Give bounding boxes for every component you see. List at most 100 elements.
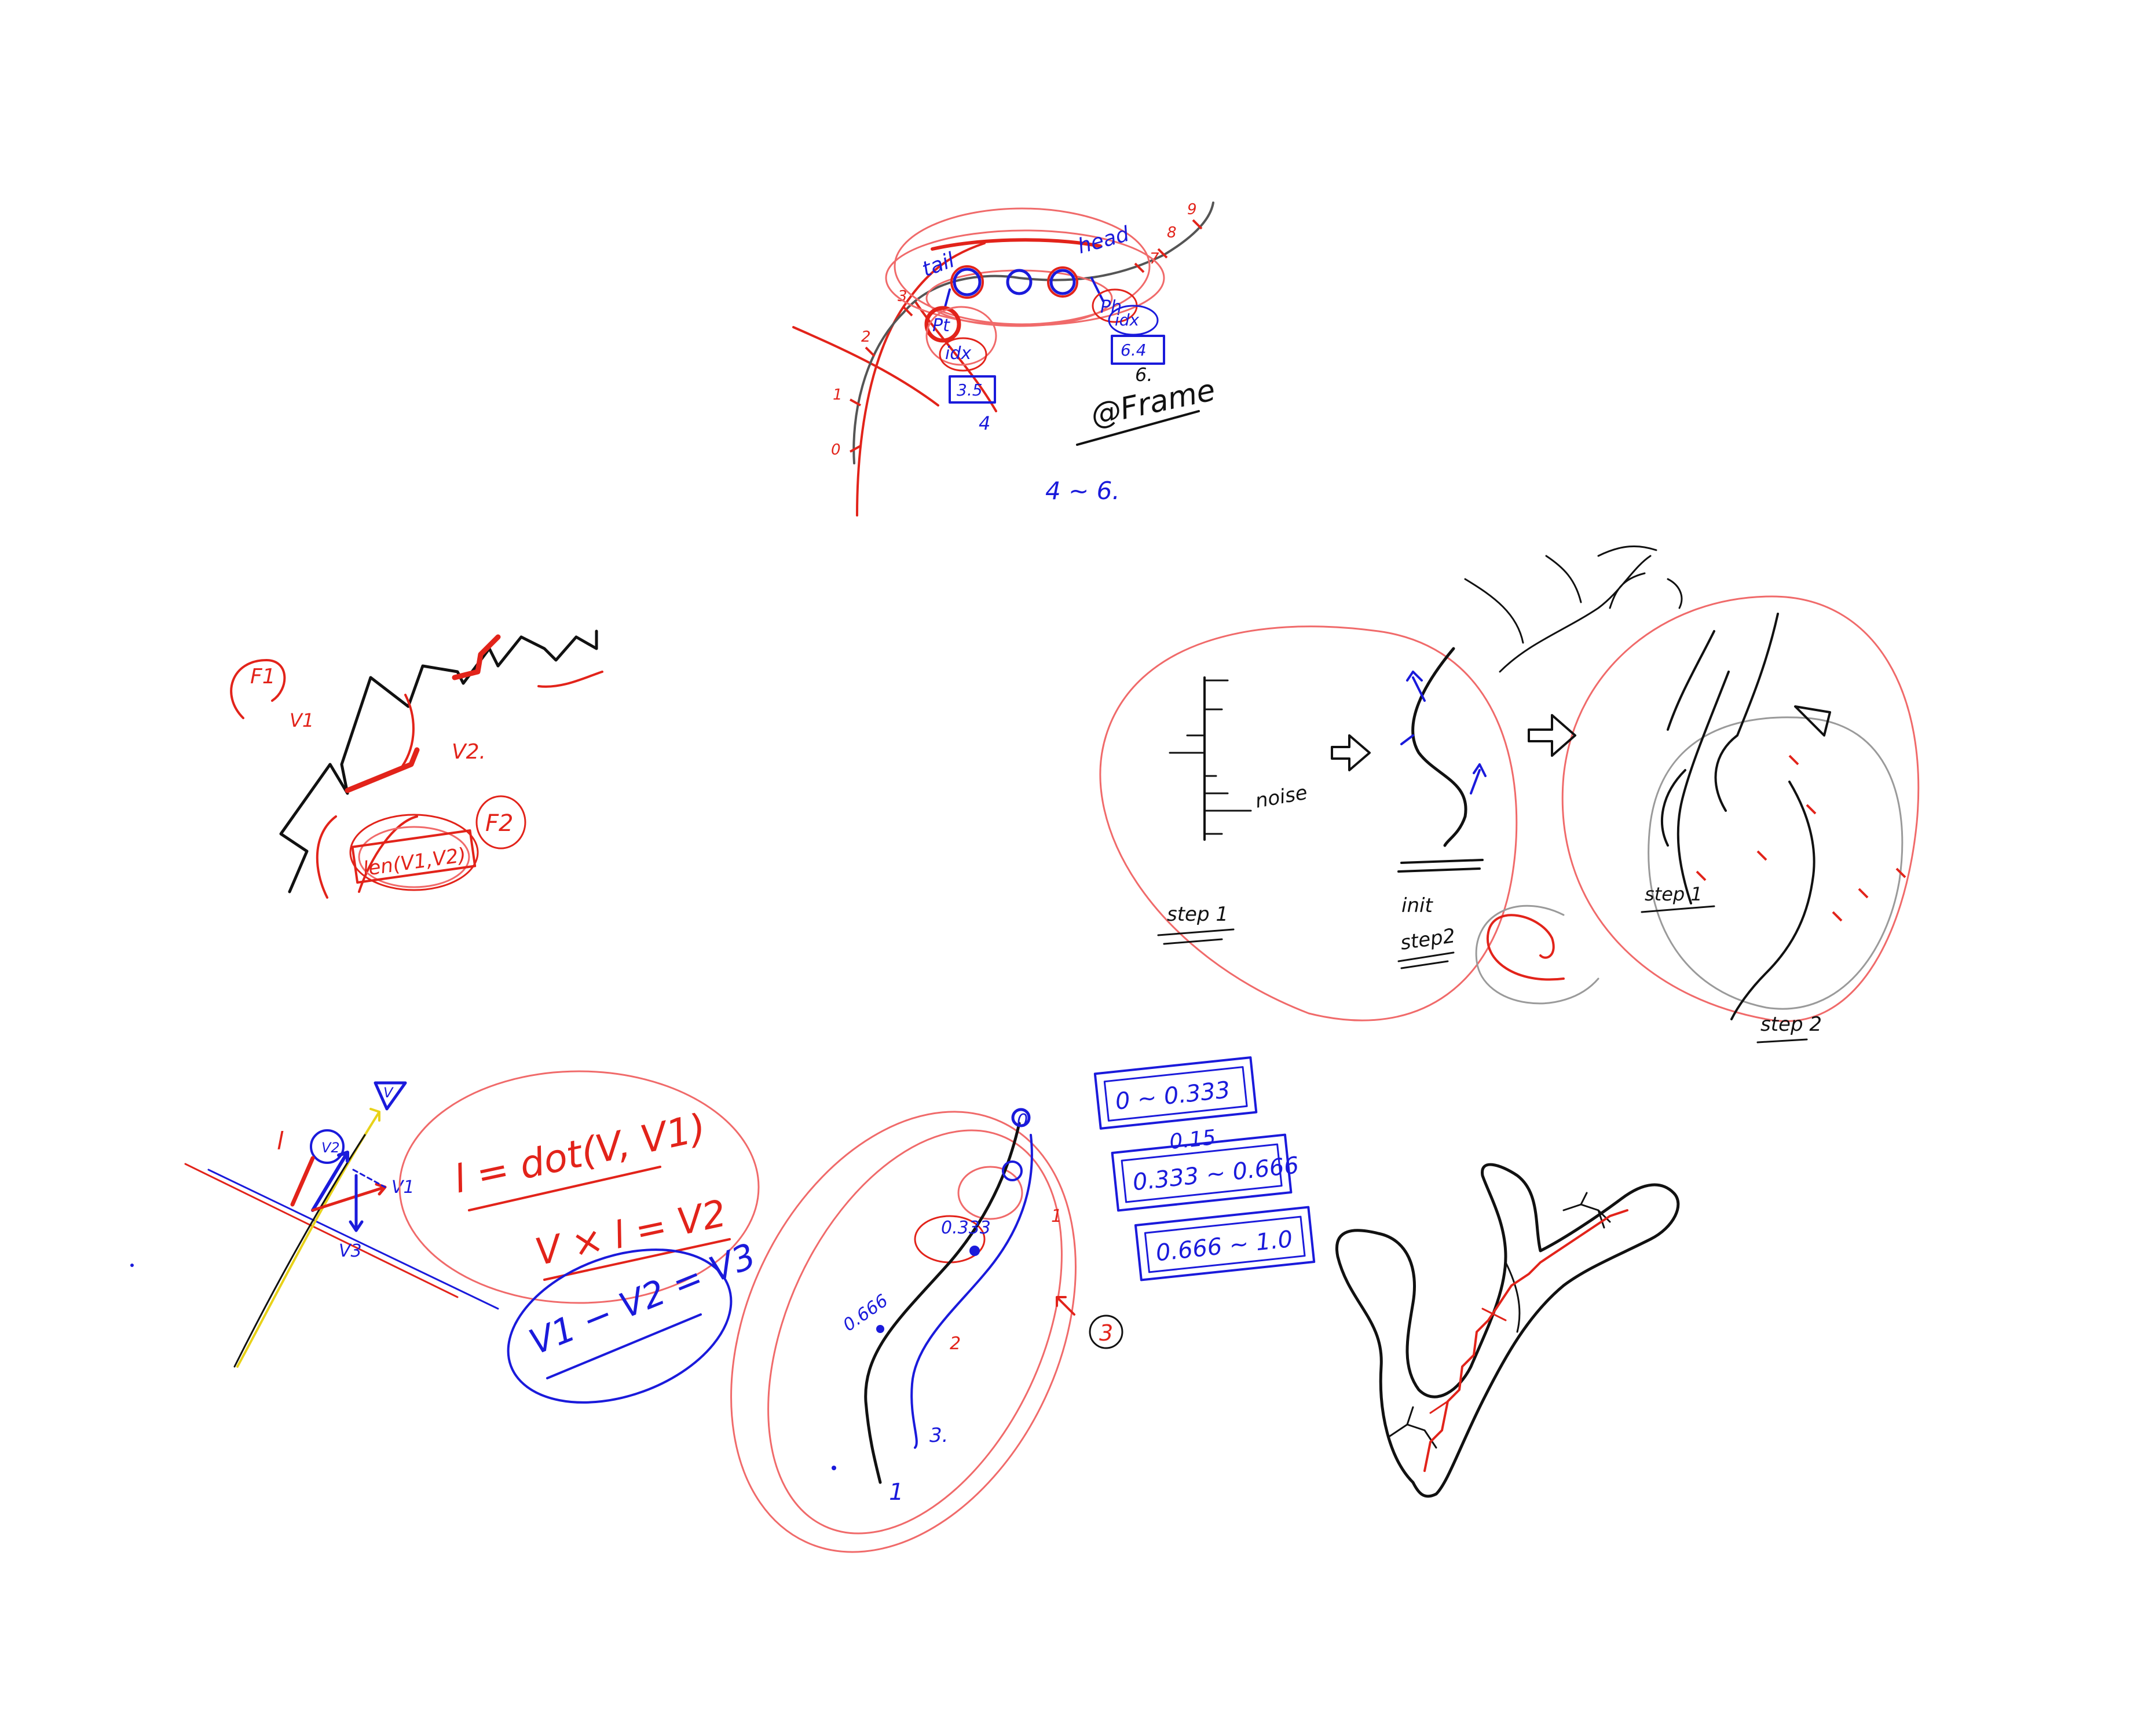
val-h-label: 6.4 (1121, 340, 1147, 360)
val-t-label: 3.5 (957, 380, 983, 400)
step1-underline-b (1641, 905, 1715, 913)
v2-circle (310, 1129, 345, 1164)
eq1-underline (468, 1166, 661, 1211)
knot (1002, 1160, 1023, 1181)
tree-red-marks (1696, 755, 1906, 922)
left-sketch: F1 V1 V2. len(V1,V2) F2 (230, 629, 603, 899)
box3-label: 0.666 ~ 1.0 (1155, 1226, 1294, 1267)
v1-dashed (352, 1169, 386, 1188)
param-ellipse (767, 1129, 1063, 1535)
val-t-box (949, 375, 996, 404)
tree-top (1464, 545, 1683, 673)
tree (1661, 613, 1815, 1020)
box3 (1134, 1206, 1316, 1281)
step2-underline-b (1756, 1038, 1808, 1043)
hollow-arrow (1331, 734, 1371, 771)
step2-label-b: step 2 (1760, 1013, 1822, 1036)
param-ellipse (957, 1166, 1023, 1220)
zigzag-black (279, 629, 598, 894)
param-ellipse (730, 1111, 1077, 1553)
pt-ellipse (925, 306, 997, 366)
ph-arrow (1090, 277, 1104, 302)
bottom-mid: 0 0.333 0.666 1 1 2 3. 3 0 ~ 0.333 0.15 … (730, 1056, 1316, 1553)
one-label: 1 (889, 1479, 903, 1506)
f2-label: F2 (485, 810, 513, 837)
stray-dot (832, 1466, 836, 1470)
box1-inner (1103, 1066, 1248, 1122)
red-line (184, 1163, 459, 1298)
len-ellipse (358, 826, 470, 888)
step2-underline-a (1397, 951, 1455, 969)
v3-vector (349, 1174, 364, 1232)
eq3-ellipse (507, 1248, 733, 1404)
v2-label: V2 (321, 1140, 340, 1156)
node-circle (1047, 266, 1078, 298)
stray-dot (130, 1264, 134, 1267)
eq1-label: l = dot(V, V1) (450, 1105, 709, 1202)
bottom-left: V V2 l V1 V3 l = dot(V, V1) V × l = V2 V… (184, 1070, 762, 1404)
v1-label: V1 (290, 709, 314, 731)
circled3 (1089, 1314, 1123, 1349)
blob-outline (1335, 1163, 1680, 1498)
right-sketch: noise step 1 init step2 step 1 s (1099, 545, 1920, 1043)
top-sketch: 0 1 2 3 7 8 9 tail head Pt idx 3.5 4 Ph (792, 201, 1218, 517)
step1-label-a: step 1 (1167, 903, 1228, 926)
step1-underline-a (1157, 928, 1235, 945)
l-label: l (277, 1127, 284, 1155)
blue-line (207, 1169, 499, 1310)
spiral (1486, 914, 1565, 981)
red-arc (931, 238, 1102, 251)
tree-flag (1794, 705, 1831, 737)
blob-red-branch (1429, 1308, 1507, 1414)
p333-label: 0.333 (941, 1218, 991, 1238)
vhat-triangle (374, 1081, 407, 1111)
box2-inner (1121, 1143, 1283, 1203)
n3-label: 3. (929, 1424, 948, 1447)
n1-label: 1 (1051, 1206, 1062, 1226)
eq2-underline (543, 1238, 731, 1281)
num-h-label: 6. (1135, 364, 1153, 386)
init-arrows (1400, 671, 1487, 794)
spiral-gray (1475, 905, 1599, 1005)
tick-marks (850, 219, 1203, 453)
black-vector (233, 1134, 366, 1368)
big-circle-left (1099, 625, 1518, 1021)
step2-label-a: step2 (1399, 924, 1457, 955)
v3-label: V3 (339, 1241, 362, 1261)
chain-ellipse (894, 207, 1151, 325)
red-l-vector (290, 1156, 315, 1207)
big-circle-right (1561, 595, 1920, 1022)
box1-sub-label: 0.15 (1168, 1126, 1217, 1154)
box3-inner (1144, 1215, 1306, 1273)
pt-arrow (944, 288, 951, 308)
idx-t-label: idx (945, 343, 971, 364)
len-box (351, 829, 477, 884)
s-curve (864, 1122, 1021, 1484)
v2-label: V2. (452, 740, 486, 764)
s-curve-blue (910, 1134, 1033, 1449)
num-t-label: 4 (979, 412, 990, 434)
noise-label: noise (1254, 781, 1309, 813)
tick-label: 0 (831, 441, 841, 459)
f1-curl (230, 659, 286, 719)
red-curve (792, 242, 997, 517)
n2-label: 2 (950, 1334, 961, 1354)
node-circle (953, 268, 982, 296)
val-h-box (1111, 335, 1165, 365)
tick-label: 1 (833, 386, 843, 404)
node-circle (1006, 269, 1033, 295)
circled3-label: 3 (1099, 1320, 1113, 1346)
blob-red-path (1423, 1209, 1628, 1472)
tick-label: 8 (1167, 224, 1177, 241)
box2 (1111, 1133, 1293, 1212)
p666-dot (876, 1325, 884, 1333)
pt-circle (924, 306, 961, 343)
head-label: head (1075, 222, 1133, 259)
bottom-right (1335, 1163, 1680, 1498)
zigzag-red (345, 634, 501, 793)
v1-label: V1 (391, 1177, 415, 1198)
pt-label: Pt (932, 316, 950, 336)
idx-ellipse (939, 337, 987, 372)
hollow-arrow (1528, 714, 1576, 757)
